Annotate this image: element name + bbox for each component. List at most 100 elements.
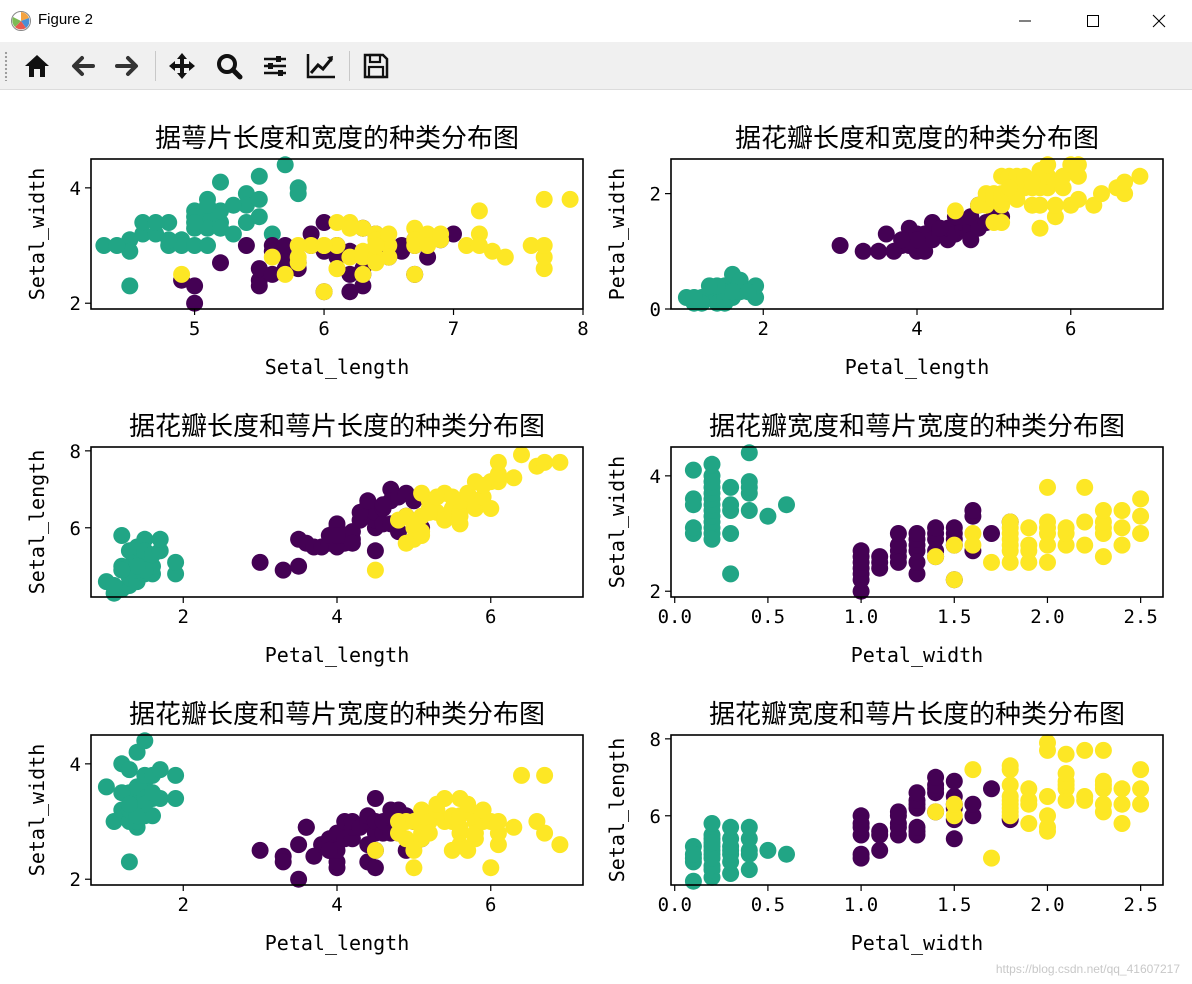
data-point [1057, 765, 1075, 782]
data-point [489, 453, 507, 471]
zoom-button[interactable] [212, 49, 246, 83]
data-point [354, 265, 372, 283]
x-tick-label: 6 [1065, 318, 1076, 340]
data-point [945, 830, 963, 848]
data-point [684, 872, 702, 890]
y-axis-label: Setal_width [605, 456, 629, 588]
data-point [684, 461, 702, 479]
data-point [551, 453, 569, 471]
x-tick-label: 8 [577, 318, 588, 340]
data-point [945, 571, 963, 589]
subplots-button[interactable] [258, 49, 292, 83]
y-tick-label: 2 [650, 581, 661, 603]
data-point [380, 225, 398, 243]
data-point [870, 242, 888, 260]
data-point [1113, 795, 1131, 813]
window-title: Figure 2 [38, 11, 94, 28]
data-point [722, 838, 740, 855]
data-point [1131, 167, 1149, 185]
data-point [513, 766, 530, 784]
series-1 [95, 156, 307, 295]
x-axis-label: Petal_length [265, 931, 410, 955]
data-point [212, 254, 229, 272]
data-point [320, 841, 338, 859]
subplot-4: 据花瓣宽度和萼片宽度的种类分布图 0.0 0.5 1.0 1.5 2.0 2.5 2 4 Peta… [605, 412, 1164, 667]
data-point [522, 237, 540, 254]
data-point [993, 214, 1011, 231]
data-point [160, 214, 178, 231]
data-point [474, 477, 492, 494]
data-point [983, 553, 1000, 571]
data-point [871, 841, 889, 859]
home-button[interactable] [20, 49, 54, 83]
data-point [871, 822, 889, 840]
data-point [1023, 173, 1041, 191]
data-point [359, 492, 377, 510]
pan-button[interactable] [165, 49, 199, 83]
data-point [740, 818, 758, 836]
series-2 [852, 768, 1019, 867]
data-point [160, 231, 178, 249]
save-button[interactable] [359, 49, 393, 83]
x-tick-label: 0.0 [658, 894, 692, 916]
data-point [831, 237, 849, 254]
figure-canvas[interactable]: 据萼片长度和宽度的种类分布图 5 6 7 8 2 4 Setal_length Setal_wi… [0, 90, 1192, 984]
minimize-button[interactable] [1002, 0, 1048, 42]
data-point [871, 548, 889, 566]
data-point [1094, 741, 1112, 759]
data-point [1069, 190, 1087, 208]
data-point [684, 519, 702, 537]
data-point [290, 836, 308, 854]
data-point [700, 277, 718, 295]
move-icon [169, 53, 195, 79]
x-tick-label: 6 [318, 318, 329, 340]
axes-frame [670, 446, 1164, 598]
data-point [927, 768, 945, 786]
data-point [908, 818, 926, 836]
toolbar-grip[interactable] [4, 51, 8, 81]
data-point [274, 853, 292, 871]
y-tick-label: 6 [650, 806, 661, 828]
customize-button[interactable] [304, 49, 338, 83]
data-point [251, 841, 269, 859]
data-point [703, 849, 721, 867]
data-point [983, 849, 1000, 867]
data-point [406, 265, 424, 283]
data-point [722, 502, 740, 519]
data-point [1001, 776, 1019, 794]
subplot-6: 据花瓣宽度和萼片长度的种类分布图 0.0 0.5 1.0 1.5 2.0 2.5 6 8 Peta… [605, 700, 1164, 955]
y-tick-label: 4 [650, 466, 661, 488]
data-point [1116, 173, 1134, 191]
maximize-button[interactable] [1070, 0, 1116, 42]
y-tick-label: 4 [70, 178, 81, 200]
y-tick-label: 2 [650, 184, 661, 206]
data-point [536, 824, 554, 842]
data-point [1076, 513, 1094, 531]
data-point [535, 190, 553, 208]
data-point [328, 237, 346, 254]
data-point [420, 824, 438, 842]
data-point [367, 237, 385, 254]
data-point [945, 536, 963, 554]
data-point [1094, 502, 1112, 519]
subplot-title: 据萼片长度和宽度的种类分布图 [155, 124, 519, 154]
data-point [1132, 795, 1150, 813]
forward-button[interactable] [110, 49, 144, 83]
data-point [778, 496, 795, 514]
data-point [496, 248, 514, 266]
close-button[interactable] [1136, 0, 1182, 42]
sliders-icon [264, 56, 286, 76]
back-button[interactable] [66, 49, 100, 83]
data-point [1039, 788, 1056, 805]
navigation-toolbar [0, 43, 1192, 90]
y-axis-label: Setal_width [25, 744, 49, 876]
data-point [105, 577, 123, 594]
data-point [1132, 490, 1150, 508]
data-point [551, 836, 569, 854]
data-point [945, 519, 963, 537]
data-point [1039, 807, 1056, 825]
data-point [366, 561, 384, 579]
subplot-title: 据花瓣长度和萼片长度的种类分布图 [129, 412, 545, 442]
x-tick-label: 0.0 [658, 606, 692, 628]
matplotlib-logo-icon [11, 11, 31, 31]
